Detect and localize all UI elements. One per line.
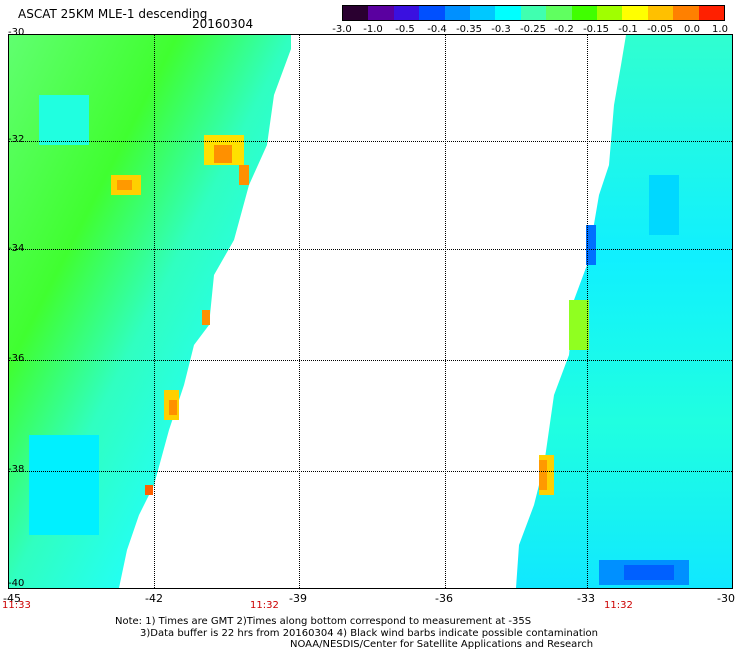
grid-line-lon (154, 35, 155, 588)
color-swatch (546, 6, 572, 20)
grid-line-lat (9, 249, 732, 250)
map-plot-area (8, 34, 733, 589)
color-swatch (571, 6, 598, 20)
colorbar-tick: -0.1 (618, 24, 638, 35)
time-label: 11:32 (250, 600, 279, 611)
note-line-2: 3)Data buffer is 22 hrs from 20160304 4)… (140, 628, 598, 639)
anomaly-patch (586, 225, 596, 265)
colorbar-tick: -0.35 (456, 24, 482, 35)
colorbar-tick: -0.25 (520, 24, 546, 35)
anomaly-patch (539, 460, 547, 490)
lon-label: -42 (145, 592, 163, 605)
colorbar-tick: -1.0 (363, 24, 383, 35)
swath-svg (9, 35, 732, 588)
grid-line-lon (445, 35, 446, 588)
anomaly-patch (145, 485, 153, 495)
grid-line-lon (299, 35, 300, 588)
note-line-1: Note: 1) Times are GMT 2)Times along bot… (115, 616, 532, 627)
anomaly-patch (29, 435, 99, 535)
note-line-3: NOAA/NESDIS/Center for Satellite Applica… (290, 639, 594, 650)
lon-label: -36 (435, 592, 453, 605)
lon-label: -33 (577, 592, 595, 605)
color-scale-bar (342, 5, 725, 21)
anomaly-patch (202, 310, 210, 325)
grid-line-lat (9, 141, 732, 142)
colorbar-tick: -0.2 (554, 24, 574, 35)
colorbar-tick: -0.3 (491, 24, 511, 35)
lat-label: -34 (8, 243, 25, 254)
anomaly-patch (214, 145, 232, 163)
grid-line-lat (9, 360, 732, 361)
lat-label: -40 (8, 578, 25, 589)
color-swatch (647, 6, 674, 20)
colorbar-tick: 0.0 (684, 24, 700, 35)
colorbar-tick: -0.4 (427, 24, 447, 35)
anomaly-patch (169, 400, 177, 415)
right-swath (516, 35, 732, 588)
color-swatch (368, 6, 394, 20)
color-swatch (495, 6, 521, 20)
anomaly-patch (39, 95, 89, 145)
grid-line-lon (587, 35, 588, 588)
map-date: 20160304 (192, 17, 254, 31)
lon-label: -45 (3, 592, 21, 605)
time-label: 11:32 (604, 600, 633, 611)
lat-label: -38 (8, 464, 25, 475)
anomaly-patch (117, 180, 132, 190)
color-swatch (419, 6, 445, 20)
colorbar-tick: 1.0 (712, 24, 728, 35)
anomaly-patch (624, 565, 674, 580)
anomaly-patch (649, 175, 679, 235)
time-label: 11:33 (2, 600, 31, 611)
color-swatch (622, 6, 648, 20)
grid-line-lat (9, 471, 732, 472)
anomaly-patch (569, 300, 589, 350)
map-title: ASCAT 25KM MLE-1 descending (18, 7, 208, 21)
lat-label: -30 (8, 27, 25, 38)
lon-label: -39 (289, 592, 307, 605)
color-swatch (470, 6, 496, 20)
colorbar-tick: -0.05 (647, 24, 673, 35)
colorbar-tick: -0.15 (583, 24, 609, 35)
color-swatch (698, 6, 725, 20)
lon-label: -30 (717, 592, 735, 605)
colorbar-tick: -0.5 (395, 24, 415, 35)
lat-label: -36 (8, 353, 25, 364)
anomaly-patch (239, 165, 249, 185)
colorbar-tick: -3.0 (332, 24, 352, 35)
color-swatch (343, 6, 369, 20)
color-swatch (520, 6, 547, 20)
lat-label: -32 (8, 134, 25, 145)
color-swatch (444, 6, 471, 20)
color-swatch (673, 6, 699, 20)
color-swatch (393, 6, 420, 20)
color-swatch (597, 6, 623, 20)
